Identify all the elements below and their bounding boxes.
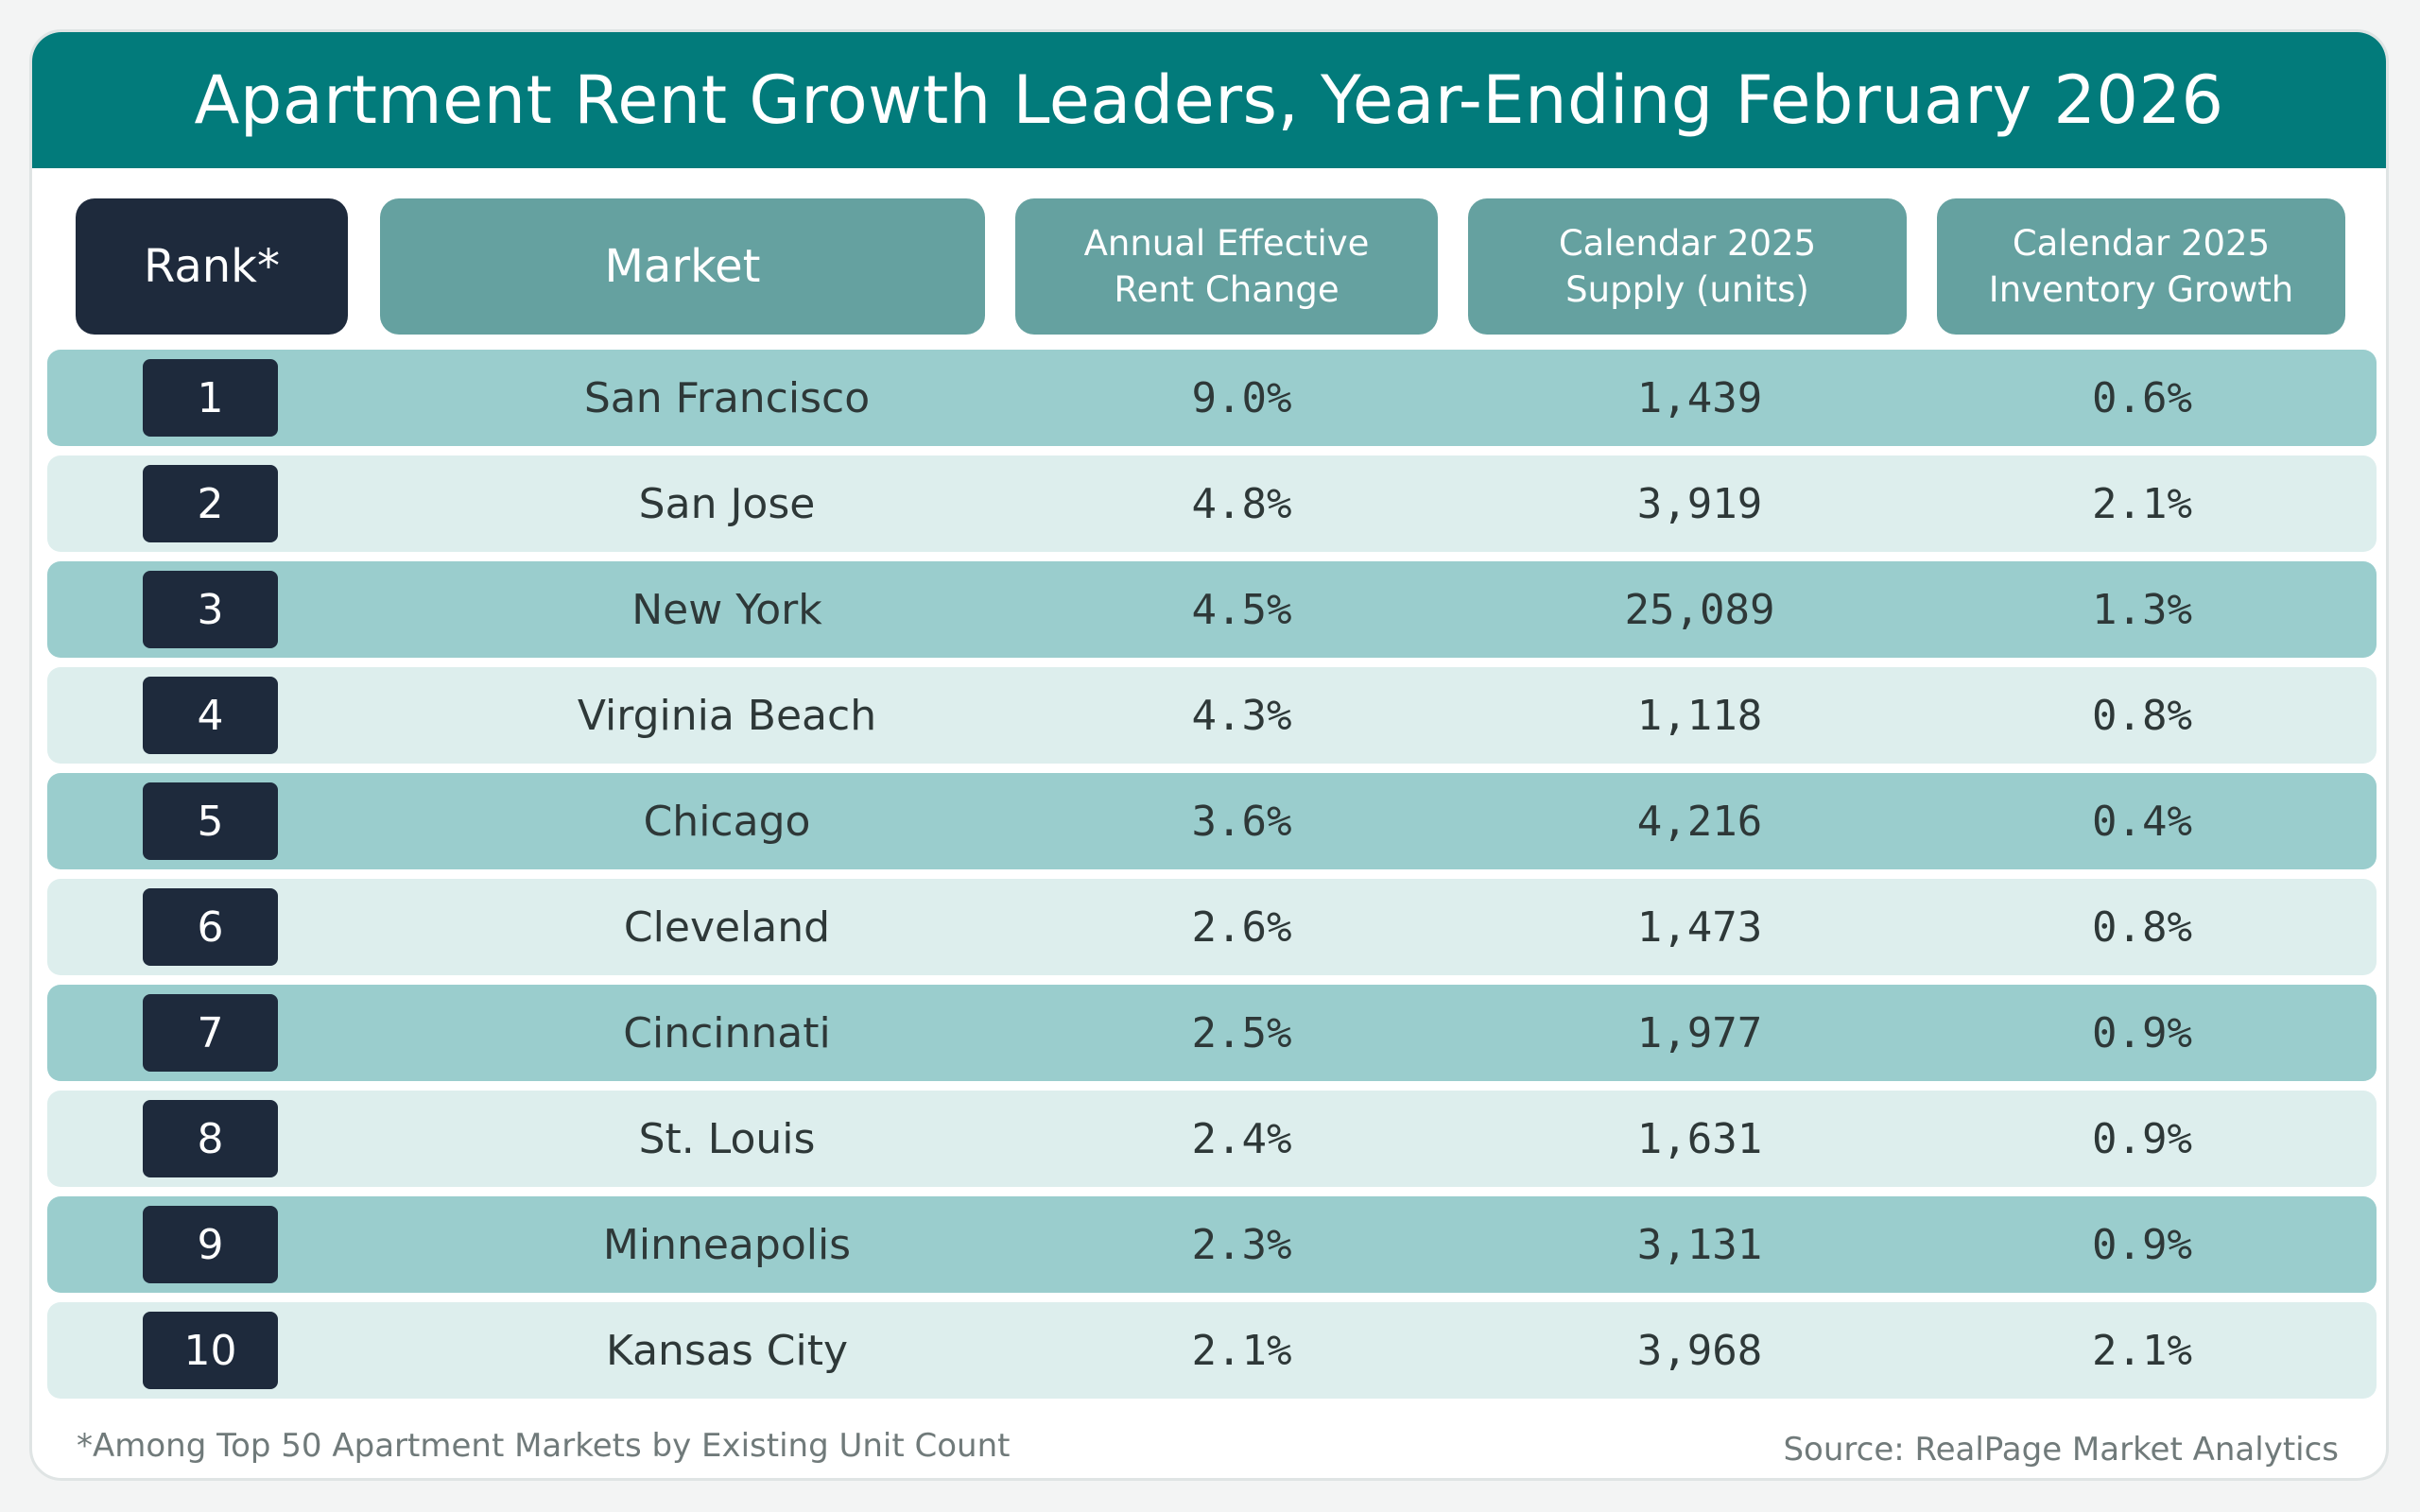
rank-badge: 7 — [143, 994, 278, 1072]
rank-badge: 5 — [143, 782, 278, 860]
table-card: Apartment Rent Growth Leaders, Year-Endi… — [29, 29, 2389, 1481]
rank-badge: 3 — [143, 571, 278, 648]
rent-change-value: 2.3% — [1191, 1220, 1292, 1269]
supply-value: 1,118 — [1636, 691, 1763, 740]
title-bar: Apartment Rent Growth Leaders, Year-Endi… — [32, 32, 2386, 168]
rank-number: 4 — [197, 691, 224, 740]
market-name: Kansas City — [606, 1326, 848, 1375]
inventory-growth-value: 2.1% — [2092, 479, 2192, 528]
header-inventory-label: Calendar 2025 Inventory Growth — [1988, 223, 2294, 310]
rank-number: 3 — [197, 585, 224, 634]
supply-value: 1,439 — [1636, 373, 1763, 422]
source-credit: Source: RealPage Market Analytics — [1783, 1431, 2339, 1469]
page-title: Apartment Rent Growth Leaders, Year-Endi… — [194, 61, 2224, 139]
table-row: 4 Virginia Beach 4.3% 1,118 0.8% — [47, 667, 2377, 764]
rent-change-value: 2.1% — [1191, 1326, 1292, 1375]
supply-value: 3,968 — [1636, 1326, 1763, 1375]
rank-badge: 10 — [143, 1312, 278, 1389]
rent-change-value: 9.0% — [1191, 373, 1292, 422]
market-name: San Jose — [638, 479, 816, 528]
footnote: *Among Top 50 Apartment Markets by Exist… — [77, 1427, 1011, 1465]
header-rank-label: Rank* — [144, 240, 280, 293]
market-name: New York — [631, 585, 822, 634]
rank-number: 9 — [197, 1220, 224, 1269]
inventory-growth-value: 0.8% — [2092, 902, 2192, 952]
inventory-growth-value: 0.4% — [2092, 797, 2192, 846]
market-name: Cincinnati — [623, 1008, 831, 1057]
table-row: 7 Cincinnati 2.5% 1,977 0.9% — [47, 985, 2377, 1081]
market-name: Minneapolis — [602, 1220, 852, 1269]
rent-change-value: 3.6% — [1191, 797, 1292, 846]
inventory-growth-value: 0.6% — [2092, 373, 2192, 422]
supply-value: 1,977 — [1636, 1008, 1763, 1057]
supply-value: 1,473 — [1636, 902, 1763, 952]
market-name: Cleveland — [623, 902, 831, 952]
header-rent-change: Annual Effective Rent Change — [1015, 198, 1438, 335]
rent-change-value: 2.5% — [1191, 1008, 1292, 1057]
rent-change-value: 4.8% — [1191, 479, 1292, 528]
supply-value: 25,089 — [1624, 585, 1775, 634]
rank-number: 7 — [197, 1008, 224, 1057]
rank-badge: 4 — [143, 677, 278, 754]
table-row: 8 St. Louis 2.4% 1,631 0.9% — [47, 1091, 2377, 1187]
header-supply: Calendar 2025 Supply (units) — [1468, 198, 1907, 335]
market-name: St. Louis — [638, 1114, 816, 1163]
rank-number: 5 — [197, 797, 224, 846]
supply-value: 3,131 — [1636, 1220, 1763, 1269]
rank-badge: 8 — [143, 1100, 278, 1177]
header-inventory: Calendar 2025 Inventory Growth — [1937, 198, 2345, 335]
rent-change-value: 4.5% — [1191, 585, 1292, 634]
rank-number: 1 — [197, 373, 224, 422]
table-row: 3 New York 4.5% 25,089 1.3% — [47, 561, 2377, 658]
rent-change-value: 2.4% — [1191, 1114, 1292, 1163]
inventory-growth-value: 1.3% — [2092, 585, 2192, 634]
rank-number: 6 — [197, 902, 224, 952]
supply-value: 1,631 — [1636, 1114, 1763, 1163]
market-name: Chicago — [643, 797, 811, 846]
market-name: Virginia Beach — [577, 691, 877, 740]
supply-value: 4,216 — [1636, 797, 1763, 846]
rank-number: 2 — [197, 479, 224, 528]
rent-change-value: 2.6% — [1191, 902, 1292, 952]
inventory-growth-value: 0.9% — [2092, 1114, 2192, 1163]
rank-badge: 1 — [143, 359, 278, 437]
table-row: 1 San Francisco 9.0% 1,439 0.6% — [47, 350, 2377, 446]
rank-badge: 6 — [143, 888, 278, 966]
table-row: 5 Chicago 3.6% 4,216 0.4% — [47, 773, 2377, 869]
header-rank: Rank* — [76, 198, 348, 335]
rank-number: 8 — [197, 1114, 224, 1163]
inventory-growth-value: 0.9% — [2092, 1220, 2192, 1269]
table-row: 2 San Jose 4.8% 3,919 2.1% — [47, 455, 2377, 552]
header-market: Market — [380, 198, 985, 335]
table-row: 9 Minneapolis 2.3% 3,131 0.9% — [47, 1196, 2377, 1293]
rank-badge: 9 — [143, 1206, 278, 1283]
inventory-growth-value: 2.1% — [2092, 1326, 2192, 1375]
supply-value: 3,919 — [1636, 479, 1763, 528]
market-name: San Francisco — [583, 373, 871, 422]
table-row: 6 Cleveland 2.6% 1,473 0.8% — [47, 879, 2377, 975]
rent-change-value: 4.3% — [1191, 691, 1292, 740]
rank-number: 10 — [183, 1326, 237, 1375]
header-rent-change-label: Annual Effective Rent Change — [1083, 223, 1370, 310]
table-row: 10 Kansas City 2.1% 3,968 2.1% — [47, 1302, 2377, 1399]
header-market-label: Market — [604, 240, 761, 293]
rank-badge: 2 — [143, 465, 278, 542]
inventory-growth-value: 0.9% — [2092, 1008, 2192, 1057]
inventory-growth-value: 0.8% — [2092, 691, 2192, 740]
header-supply-label: Calendar 2025 Supply (units) — [1558, 223, 1817, 310]
